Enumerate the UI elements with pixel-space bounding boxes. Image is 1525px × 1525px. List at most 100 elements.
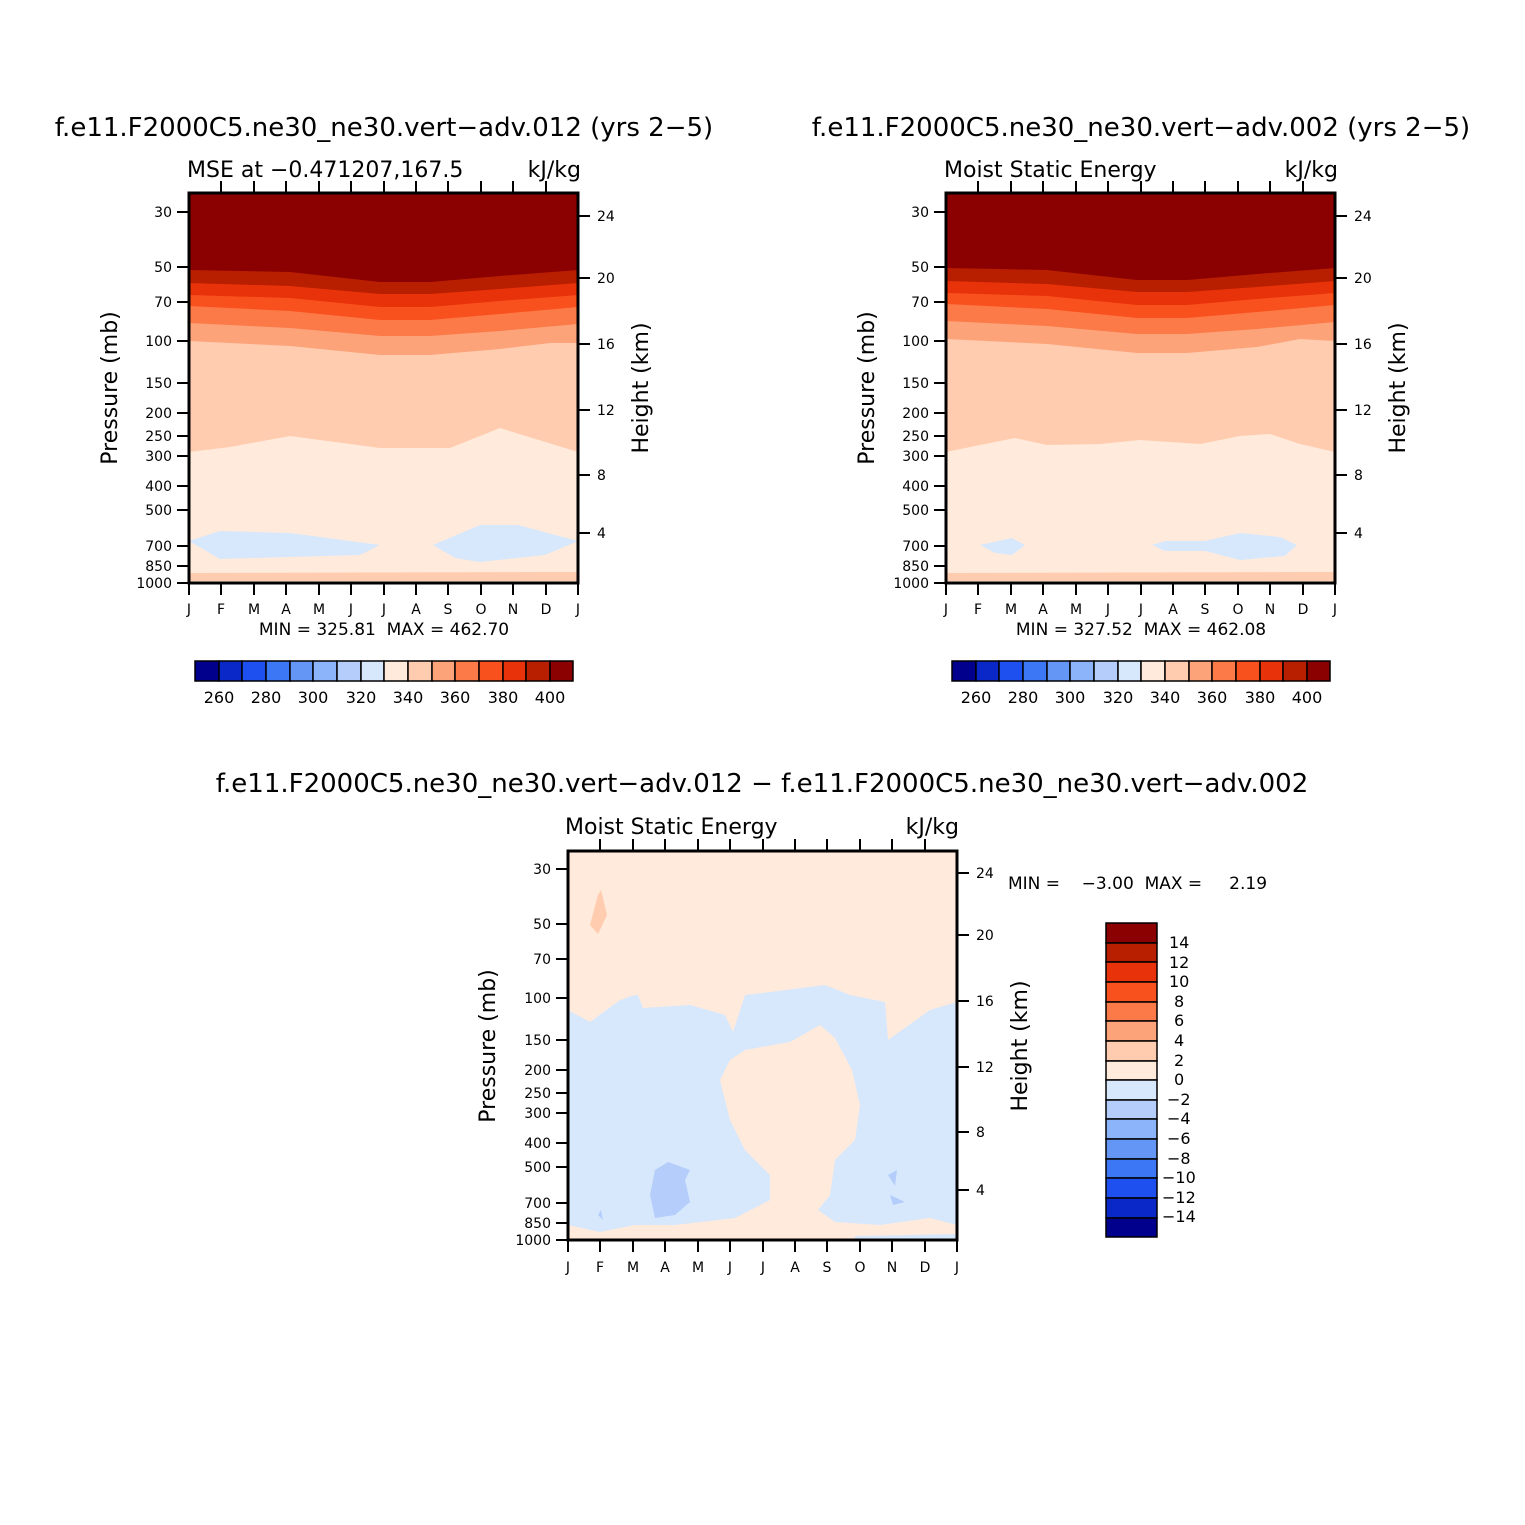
colorbar-label: 300 <box>298 688 329 707</box>
panel-2-left-axis <box>934 211 946 584</box>
tick-label: 8 <box>597 468 606 484</box>
tick-label: 250 <box>902 429 929 445</box>
panel-2-height-tick-labels: 4 8 12 16 20 24 <box>1354 209 1372 542</box>
tick-label: 1000 <box>893 576 929 592</box>
tick-label: 700 <box>145 539 172 555</box>
tick-label: 100 <box>524 991 551 1007</box>
tick-label: 250 <box>145 429 172 445</box>
tick-label: O <box>1232 602 1243 618</box>
tick-label: 100 <box>145 334 172 350</box>
colorbar-label: 280 <box>1008 688 1039 707</box>
panel-1-colorbar: 260 280 300 320 340 360 380 400 <box>194 660 574 707</box>
tick-label: 70 <box>533 952 551 968</box>
tick-label: J <box>186 602 191 618</box>
panel-1-left-axis <box>177 211 189 584</box>
tick-label: 300 <box>902 449 929 465</box>
tick-label: M <box>313 602 325 618</box>
panel-2: f.e11.F2000C5.ne30_ne30.vert−adv.002 (yr… <box>812 113 1470 707</box>
tick-label: S <box>823 1260 832 1276</box>
colorbar-label: 400 <box>535 688 566 707</box>
tick-label: F <box>596 1260 604 1276</box>
panel-3-subtitle-left: Moist Static Energy <box>565 815 778 840</box>
tick-label: 50 <box>533 917 551 933</box>
panel-3-left-axis <box>556 868 568 1241</box>
tick-label: 20 <box>1354 271 1372 287</box>
tick-label: 850 <box>145 559 172 575</box>
panel-3-y2-axis-label: Height (km) <box>1008 980 1033 1111</box>
tick-label: 16 <box>976 994 994 1010</box>
tick-label: 50 <box>154 260 172 276</box>
tick-label: 70 <box>911 295 929 311</box>
tick-label: 16 <box>1354 337 1372 353</box>
panel-1-title: f.e11.F2000C5.ne30_ne30.vert−adv.012 (yr… <box>55 113 713 143</box>
tick-label: O <box>475 602 486 618</box>
tick-label: 400 <box>524 1136 551 1152</box>
tick-label: 250 <box>524 1086 551 1102</box>
tick-label: 850 <box>902 559 929 575</box>
tick-label: 400 <box>145 479 172 495</box>
tick-label: 30 <box>533 862 551 878</box>
panel-3-colorbar: 14 12 10 8 6 4 2 0 −2 −4 −6 −8 −10 −12 −… <box>1105 922 1196 1238</box>
tick-label: 300 <box>145 449 172 465</box>
tick-label: 70 <box>154 295 172 311</box>
panel-3-height-tick-labels: 4 8 12 16 20 24 <box>976 866 994 1199</box>
tick-label: 50 <box>911 260 929 276</box>
tick-label: 4 <box>1354 526 1363 542</box>
colorbar-label: 400 <box>1292 688 1323 707</box>
panel-2-right-axis <box>1335 215 1347 534</box>
colorbar-label: 320 <box>1103 688 1134 707</box>
tick-label: N <box>887 1260 897 1276</box>
tick-label: O <box>854 1260 865 1276</box>
colorbar-label: 360 <box>1197 688 1228 707</box>
tick-label: 100 <box>902 334 929 350</box>
colorbar-label: −10 <box>1162 1168 1196 1187</box>
tick-label: D <box>920 1260 931 1276</box>
tick-label: 30 <box>154 205 172 221</box>
tick-label: 30 <box>911 205 929 221</box>
tick-label: M <box>627 1260 639 1276</box>
tick-label: 12 <box>976 1060 994 1076</box>
panel-1-plot-area <box>187 191 580 585</box>
colorbar-label: 0 <box>1174 1070 1184 1089</box>
panel-1-right-axis <box>578 215 590 534</box>
panel-1-y2-axis-label: Height (km) <box>629 322 654 453</box>
tick-label: M <box>1005 602 1017 618</box>
tick-label: 850 <box>524 1216 551 1232</box>
tick-label: 24 <box>976 866 994 882</box>
panel-1-y-axis-label: Pressure (mb) <box>98 311 123 465</box>
colorbar-label: 360 <box>440 688 471 707</box>
tick-label: F <box>974 602 982 618</box>
panel-1-min-max: MIN = 325.81 MAX = 462.70 <box>259 620 509 640</box>
tick-label: 24 <box>597 209 615 225</box>
tick-label: J <box>1138 602 1143 618</box>
tick-label: 8 <box>976 1125 985 1141</box>
tick-label: D <box>1298 602 1309 618</box>
panel-3-subtitle-right: kJ/kg <box>906 815 959 840</box>
tick-label: S <box>444 602 453 618</box>
tick-label: M <box>1070 602 1082 618</box>
panel-3-title: f.e11.F2000C5.ne30_ne30.vert−adv.012 − f… <box>216 769 1308 799</box>
panel-2-pressure-tick-labels: 30 50 70 100 150 200 250 300 400 500 700… <box>893 205 929 592</box>
tick-label: 400 <box>902 479 929 495</box>
tick-label: 4 <box>597 526 606 542</box>
panel-1-month-labels: J F M A M J J A S O N D J <box>186 602 580 618</box>
tick-label: 700 <box>524 1196 551 1212</box>
panel-3-min-max: MIN = −3.00 MAX = 2.19 <box>1008 874 1267 894</box>
colorbar-label: −12 <box>1162 1188 1196 1207</box>
panel-1-month-ticks <box>188 181 579 595</box>
colorbar-label: 340 <box>393 688 424 707</box>
panel-3-month-labels: J F M A M J J A S O N D J <box>565 1260 959 1276</box>
colorbar-label: 280 <box>251 688 282 707</box>
colorbar-label: 320 <box>346 688 377 707</box>
panel-2-y2-axis-label: Height (km) <box>1386 322 1411 453</box>
tick-label: 300 <box>524 1106 551 1122</box>
panel-1: f.e11.F2000C5.ne30_ne30.vert−adv.012 (yr… <box>55 113 713 707</box>
tick-label: 200 <box>145 406 172 422</box>
tick-label: 500 <box>145 503 172 519</box>
tick-label: J <box>565 1260 570 1276</box>
tick-label: A <box>1168 602 1178 618</box>
colorbar-label: 12 <box>1169 953 1189 972</box>
tick-label: 500 <box>902 503 929 519</box>
tick-label: N <box>1265 602 1275 618</box>
panel-2-y-axis-label: Pressure (mb) <box>855 311 880 465</box>
